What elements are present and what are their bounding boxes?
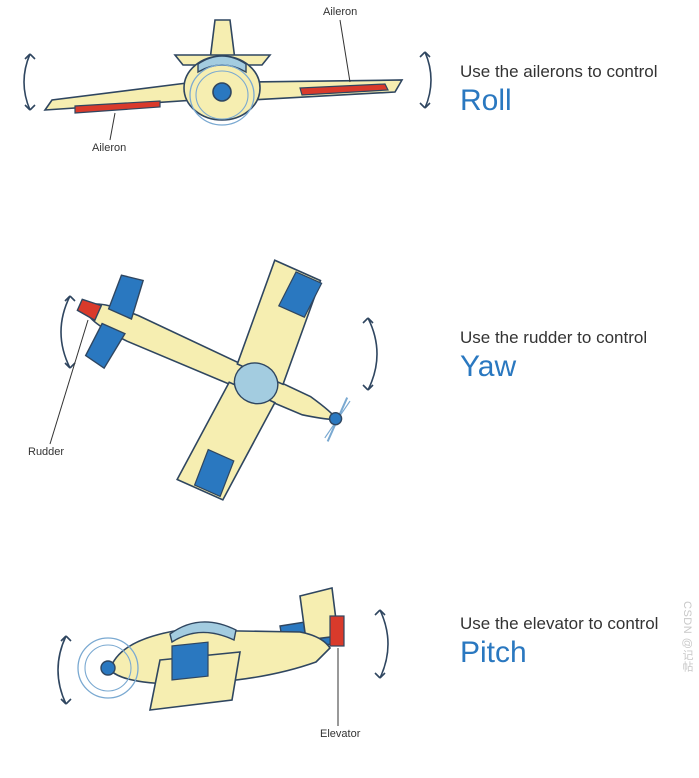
panel-yaw: Rudder Use the rudder to control Yaw bbox=[0, 200, 699, 530]
roll-arc-right bbox=[420, 52, 431, 108]
roll-arc-left bbox=[24, 54, 35, 110]
watermark: CSDN @记帖 bbox=[679, 601, 695, 672]
yaw-axis: Yaw bbox=[460, 350, 647, 384]
yaw-text: Use the rudder to control Yaw bbox=[460, 328, 647, 384]
yaw-arc-right bbox=[363, 318, 377, 390]
roll-axis: Roll bbox=[460, 84, 658, 118]
panel-pitch: Elevator Use the elevator to control Pit… bbox=[0, 540, 699, 778]
label-rudder: Rudder bbox=[28, 446, 64, 458]
yaw-arc-left bbox=[61, 296, 75, 368]
label-aileron-bottom: Aileron bbox=[92, 142, 126, 154]
pitch-text: Use the elevator to control Pitch bbox=[460, 614, 658, 670]
label-aileron-top: Aileron bbox=[323, 6, 357, 18]
roll-desc: Use the ailerons to control bbox=[460, 62, 658, 82]
pitch-desc: Use the elevator to control bbox=[460, 614, 658, 634]
roll-text: Use the ailerons to control Roll bbox=[460, 62, 658, 118]
yaw-desc: Use the rudder to control bbox=[460, 328, 647, 348]
label-elevator: Elevator bbox=[320, 728, 360, 740]
pitch-arc-left bbox=[58, 636, 71, 704]
pitch-arc-right bbox=[375, 610, 388, 678]
pitch-axis: Pitch bbox=[460, 636, 658, 670]
panel-roll: Aileron Aileron Use the ailerons to cont… bbox=[0, 0, 699, 190]
